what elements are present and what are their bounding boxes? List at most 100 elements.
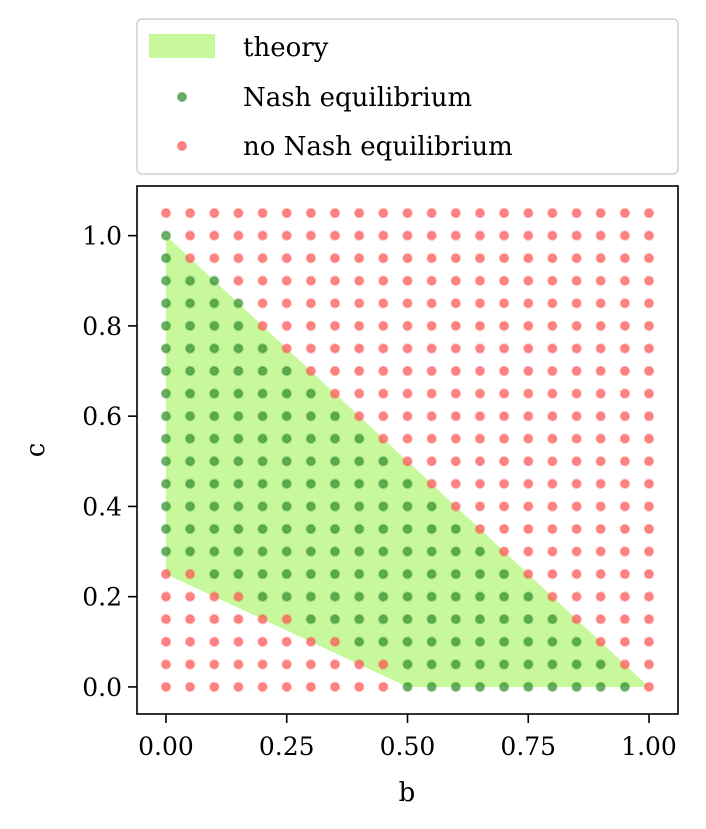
nash-point: [160, 455, 172, 467]
nash-point: [547, 613, 558, 625]
nash-point: [257, 433, 268, 444]
no-nash-point: [595, 478, 606, 490]
nash-point: [209, 523, 220, 535]
no-nash-point: [547, 388, 558, 399]
nash-point: [547, 681, 558, 693]
no-nash-point: [522, 275, 534, 287]
nash-point: [450, 613, 462, 625]
no-nash-point: [498, 433, 510, 444]
nash-point: [281, 410, 292, 422]
no-nash-point: [571, 591, 582, 602]
no-nash-point: [353, 320, 365, 332]
no-nash-point: [595, 636, 606, 648]
no-nash-point: [498, 546, 510, 557]
nash-point: [257, 523, 268, 535]
no-nash-point: [474, 230, 486, 241]
nash-point: [160, 230, 172, 241]
no-nash-point: [522, 478, 534, 490]
no-nash-point: [619, 297, 631, 309]
no-nash-point: [377, 320, 389, 332]
no-nash-point: [402, 275, 413, 287]
no-nash-point: [571, 320, 582, 332]
no-nash-point: [426, 433, 437, 444]
no-nash-point: [547, 591, 558, 602]
no-nash-point: [498, 455, 510, 467]
no-nash-point: [233, 613, 244, 625]
no-nash-point: [353, 388, 365, 399]
no-nash-point: [426, 410, 437, 422]
no-nash-point: [257, 275, 268, 287]
no-nash-point: [547, 523, 558, 535]
legend-swatch-theory: [149, 34, 215, 58]
no-nash-point: [233, 252, 244, 264]
y-tick-label: 0.2: [82, 583, 122, 612]
nash-point: [329, 433, 341, 444]
no-nash-point: [377, 681, 389, 693]
no-nash-point: [450, 455, 462, 467]
no-nash-point: [305, 207, 317, 219]
nash-point: [281, 546, 292, 557]
no-nash-point: [233, 636, 244, 648]
no-nash-point: [643, 343, 655, 354]
no-nash-point: [353, 207, 365, 219]
nash-point: [571, 681, 582, 693]
nash-point: [498, 591, 510, 602]
no-nash-point: [305, 681, 317, 693]
no-nash-point: [281, 613, 292, 625]
nash-point: [426, 659, 437, 670]
no-nash-point: [209, 613, 220, 625]
no-nash-point: [426, 297, 437, 309]
no-nash-point: [305, 365, 317, 377]
nash-point: [353, 433, 365, 444]
nash-point: [450, 523, 462, 535]
no-nash-point: [450, 388, 462, 399]
no-nash-point: [571, 388, 582, 399]
no-nash-point: [643, 636, 655, 648]
no-nash-point: [619, 343, 631, 354]
no-nash-point: [233, 591, 244, 602]
no-nash-point: [595, 410, 606, 422]
no-nash-point: [233, 275, 244, 287]
nash-point: [426, 636, 437, 648]
no-nash-point: [426, 478, 437, 490]
no-nash-point: [402, 365, 413, 377]
no-nash-point: [353, 343, 365, 354]
nash-point: [450, 659, 462, 670]
no-nash-point: [377, 252, 389, 264]
no-nash-point: [547, 501, 558, 512]
no-nash-point: [619, 388, 631, 399]
no-nash-point: [426, 455, 437, 467]
no-nash-point: [498, 230, 510, 241]
no-nash-point: [643, 433, 655, 444]
no-nash-point: [184, 591, 196, 602]
no-nash-point: [595, 523, 606, 535]
no-nash-point: [450, 230, 462, 241]
no-nash-point: [160, 207, 172, 219]
no-nash-point: [402, 343, 413, 354]
no-nash-point: [619, 207, 631, 219]
nash-point: [474, 546, 486, 557]
no-nash-point: [305, 230, 317, 241]
no-nash-point: [377, 207, 389, 219]
no-nash-point: [522, 230, 534, 241]
no-nash-point: [184, 252, 196, 264]
no-nash-point: [329, 681, 341, 693]
nash-point: [305, 546, 317, 557]
no-nash-point: [619, 230, 631, 241]
nash-point: [184, 501, 196, 512]
no-nash-point: [426, 230, 437, 241]
nash-point: [209, 365, 220, 377]
nash-point: [426, 501, 437, 512]
no-nash-point: [522, 523, 534, 535]
no-nash-point: [498, 207, 510, 219]
no-nash-point: [522, 320, 534, 332]
x-tick-label: 0.25: [259, 732, 315, 761]
x-tick-label: 0.00: [138, 732, 194, 761]
plot-area: [136, 185, 679, 715]
no-nash-point: [305, 320, 317, 332]
no-nash-point: [522, 410, 534, 422]
no-nash-point: [498, 365, 510, 377]
no-nash-point: [571, 478, 582, 490]
no-nash-point: [209, 207, 220, 219]
